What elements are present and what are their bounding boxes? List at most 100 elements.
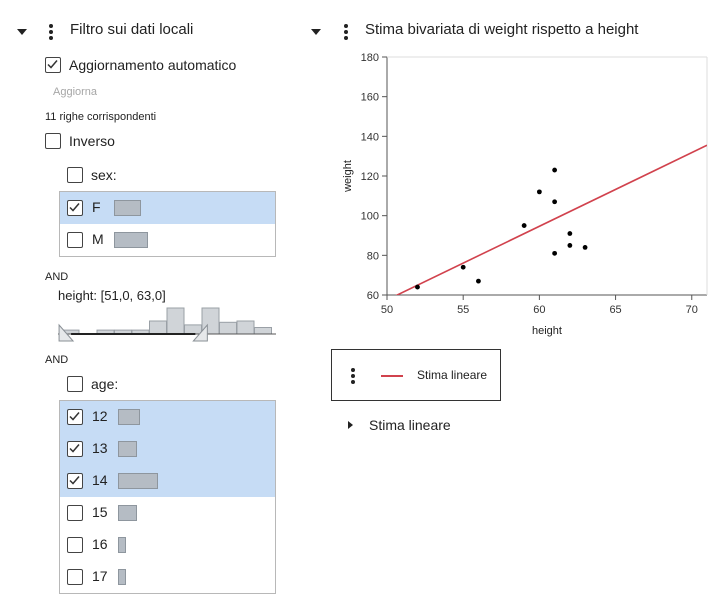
report-menu-icon[interactable] [344,24,348,42]
filter-panel-title: Filtro sui dati locali [70,21,194,38]
list-item-checkbox[interactable] [67,537,83,553]
auto-update-label: Aggiornamento automatico [69,57,237,73]
report-title: Stima bivariata di weight rispetto a hei… [365,21,639,38]
y-tick-label: 140 [361,131,379,143]
list-item[interactable]: F [60,192,275,224]
histogram-bar [254,327,272,335]
count-bar [118,505,137,521]
histogram-bar [149,320,167,335]
data-point[interactable] [552,250,558,256]
x-tick-label: 60 [533,304,545,316]
age-value-list[interactable]: 12 13 14 15 16 17 [59,400,276,594]
list-item-label: 12 [92,408,108,424]
check-icon [47,60,58,69]
histogram-bar [166,307,185,335]
filter-panel-disclosure-icon[interactable] [17,29,27,35]
count-bar [118,409,140,425]
data-point[interactable] [552,199,558,205]
list-item-label: 14 [92,472,108,488]
count-bar [118,473,158,489]
slider-min-handle[interactable] [58,323,75,342]
list-item-label: 15 [92,504,108,520]
x-axis-label: height [532,325,562,337]
x-tick-label: 70 [686,304,698,316]
sex-column-checkbox[interactable] [67,167,83,183]
list-item[interactable]: 12 [60,401,275,433]
check-icon [69,476,80,485]
legend-box: Stima lineare [331,349,501,401]
inverse-label: Inverso [69,133,115,149]
and-label: AND [45,271,69,283]
count-bar [118,441,137,457]
list-item-checkbox[interactable] [67,409,83,425]
count-bar [114,200,141,216]
data-point[interactable] [460,264,466,270]
data-point[interactable] [521,223,527,228]
check-icon [69,412,80,421]
data-point[interactable] [567,243,573,248]
list-item[interactable]: M [60,224,275,256]
data-point[interactable] [567,231,573,236]
list-item-label: 16 [92,536,108,552]
data-point[interactable] [415,284,420,290]
update-button[interactable]: Aggiorna [53,86,98,98]
histogram-bar [236,320,255,335]
list-item-checkbox[interactable] [67,441,83,457]
y-tick-label: 160 [361,92,379,104]
y-tick-label: 60 [367,290,379,302]
list-item-label: 17 [92,568,108,584]
y-axis-label: weight [342,160,354,193]
x-tick-label: 65 [609,304,621,316]
histogram-bar [184,324,202,335]
report-disclosure-icon[interactable] [311,29,321,35]
y-tick-label: 120 [361,171,379,183]
linear-fit-outline-title[interactable]: Stima lineare [369,417,451,433]
x-tick-label: 55 [457,304,469,316]
age-column-label: age: [91,376,119,392]
legend-label: Stima lineare [417,368,488,382]
count-bar [118,537,126,553]
list-item[interactable]: 15 [60,497,275,529]
check-icon [69,203,80,212]
list-item-label: M [92,231,104,247]
data-point[interactable] [552,167,558,173]
list-item-label: 13 [92,440,108,456]
y-tick-label: 100 [361,211,379,223]
list-item[interactable]: 17 [60,561,275,593]
count-bar [118,569,126,585]
linear-fit-disclosure-icon[interactable] [348,421,353,429]
x-tick-label: 50 [381,304,393,316]
list-item-checkbox[interactable] [67,505,83,521]
bivariate-scatter-chart: 60 80 100 120 140 160 180 50 55 60 65 70 height weigh… [342,52,708,337]
check-icon [69,444,80,453]
sex-column-label: sex: [91,167,117,183]
count-bar [114,232,148,248]
inverse-checkbox[interactable] [45,133,61,149]
filter-panel-menu-icon[interactable] [49,24,53,42]
legend-line-swatch [381,375,403,377]
list-item-label: F [92,199,101,215]
list-item-checkbox[interactable] [67,473,83,489]
list-item[interactable]: 14 [60,465,275,497]
list-item-checkbox[interactable] [67,200,83,216]
and-label: AND [45,354,69,366]
matching-rows-text: 11 righe corrispondenti [45,111,157,123]
age-column-checkbox[interactable] [67,376,83,392]
list-item[interactable]: 16 [60,529,275,561]
slider-max-handle[interactable] [192,323,208,342]
height-range-label: height: [51,0, 63,0] [58,288,166,303]
data-point[interactable] [476,278,481,284]
auto-update-checkbox[interactable] [45,57,61,73]
data-point[interactable] [536,189,542,195]
list-item[interactable]: 13 [60,433,275,465]
y-tick-label: 80 [367,250,379,262]
height-range-slider[interactable] [58,305,276,345]
list-item-checkbox[interactable] [67,569,83,585]
list-item-checkbox[interactable] [67,232,83,248]
legend-menu-icon[interactable] [351,368,355,386]
fit-line [395,144,707,295]
data-point[interactable] [582,245,588,250]
histogram-bar [219,321,237,335]
y-tick-label: 180 [361,52,379,64]
